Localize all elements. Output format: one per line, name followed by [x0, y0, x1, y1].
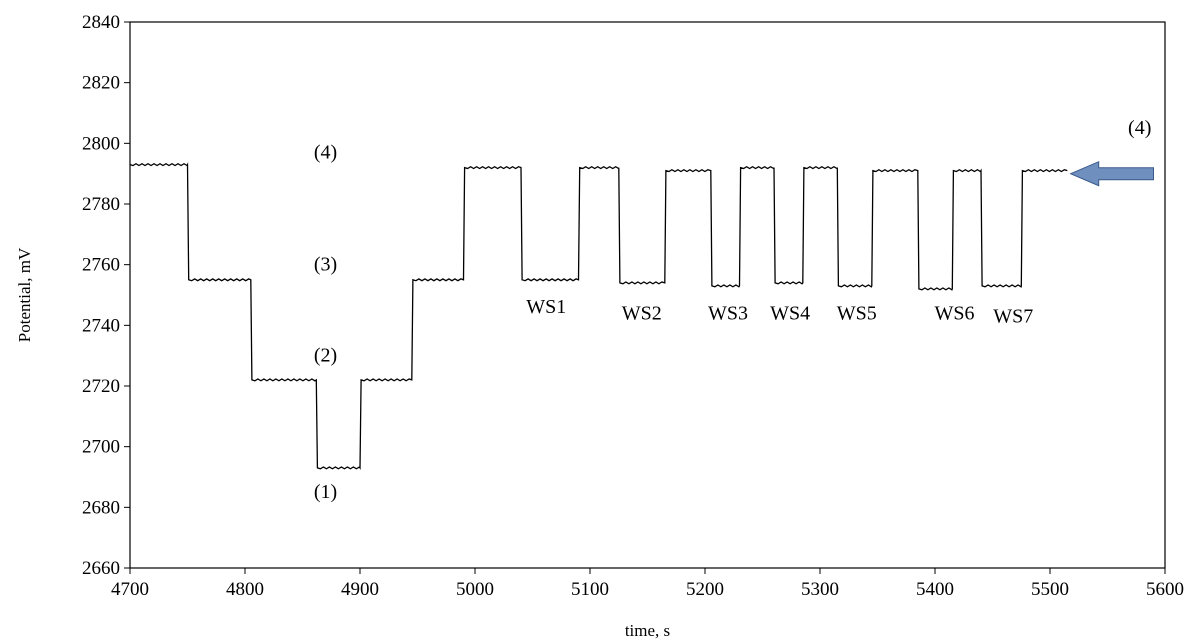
- annotation-label: (4): [1128, 117, 1151, 139]
- y-tick-label: 2780: [82, 194, 120, 215]
- annotation-label: WS6: [935, 302, 975, 324]
- x-tick-label: 5500: [1031, 579, 1069, 600]
- x-tick-label: 5100: [571, 579, 609, 600]
- annotation-label: WS5: [837, 302, 877, 324]
- x-tick-label: 5300: [801, 579, 839, 600]
- y-tick-label: 2760: [82, 255, 120, 276]
- x-axis-title: time, s: [625, 621, 670, 640]
- y-tick-label: 2800: [82, 133, 120, 154]
- y-tick-label: 2700: [82, 437, 120, 458]
- y-tick-label: 2680: [82, 497, 120, 518]
- y-tick-label: 2660: [82, 558, 120, 579]
- annotation-label: WS1: [526, 296, 566, 318]
- tick-layer: 4700 4800 4900 5000 5100 5200 5300 5400 5500 5600…: [82, 12, 1184, 600]
- annotation-label: WS2: [622, 302, 662, 324]
- x-tick-label: 4700: [111, 579, 149, 600]
- x-tick-label: 5400: [916, 579, 954, 600]
- annotation-label: (2): [314, 345, 337, 367]
- plot-area: [129, 21, 1166, 569]
- annotation-label: (4): [314, 142, 337, 164]
- annotation-label: WS7: [993, 305, 1033, 327]
- series-layer: [129, 162, 1068, 471]
- x-tick-label: 5600: [1146, 579, 1184, 600]
- y-tick-label: 2740: [82, 315, 120, 336]
- y-axis-title: Potential, mV: [15, 247, 34, 342]
- y-tick-label: 2840: [82, 12, 120, 33]
- x-tick-label: 5200: [686, 579, 724, 600]
- plot-border: [129, 21, 1166, 569]
- potential-trace: [129, 162, 1068, 471]
- x-tick-label: 5000: [456, 579, 494, 600]
- annotation-label: WS4: [770, 302, 810, 324]
- annotation-label: (1): [314, 481, 337, 503]
- y-tick-label: 2820: [82, 73, 120, 94]
- annotation-label: (3): [314, 254, 337, 276]
- arrow-icon: [1069, 160, 1154, 187]
- y-tick-label: 2720: [82, 376, 120, 397]
- annotation-layer: (4) (3) (2) (1) WS1 WS2 WS3 WS4 WS5 WS6 WS7 (4): [314, 117, 1154, 503]
- x-tick-label: 4800: [226, 579, 264, 600]
- annotation-label: WS3: [708, 302, 748, 324]
- x-tick-label: 4900: [341, 579, 379, 600]
